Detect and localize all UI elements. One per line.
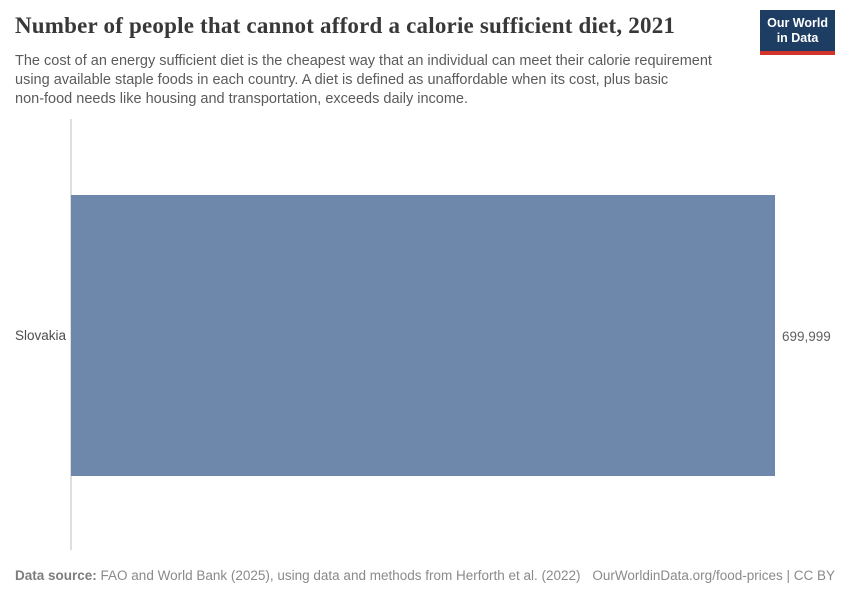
owid-logo-line2: in Data — [776, 31, 819, 45]
chart-subtitle-line: The cost of an energy sufficient diet is… — [15, 53, 712, 69]
chart-title: Number of people that cannot afford a ca… — [15, 13, 676, 38]
chart-subtitle-line: using available staple foods in each cou… — [15, 72, 669, 88]
bar-slovakia[interactable] — [71, 195, 775, 476]
data-source-label: Data source: — [15, 568, 97, 583]
data-source-note: Data source: FAO and World Bank (2025), … — [15, 568, 581, 583]
owid-logo[interactable]: Our World in Data — [760, 10, 835, 55]
owid-logo-line1: Our World — [767, 16, 828, 30]
value-label: 699,999 — [782, 329, 831, 344]
chart-subtitle: The cost of an energy sufficient diet is… — [15, 52, 760, 109]
chart-subtitle-line: non-food needs like housing and transpor… — [15, 91, 469, 107]
category-label: Slovakia — [14, 328, 66, 343]
license-link[interactable]: OurWorldinData.org/food-prices | CC BY — [592, 568, 835, 583]
data-source-text: FAO and World Bank (2025), using data an… — [100, 568, 581, 583]
